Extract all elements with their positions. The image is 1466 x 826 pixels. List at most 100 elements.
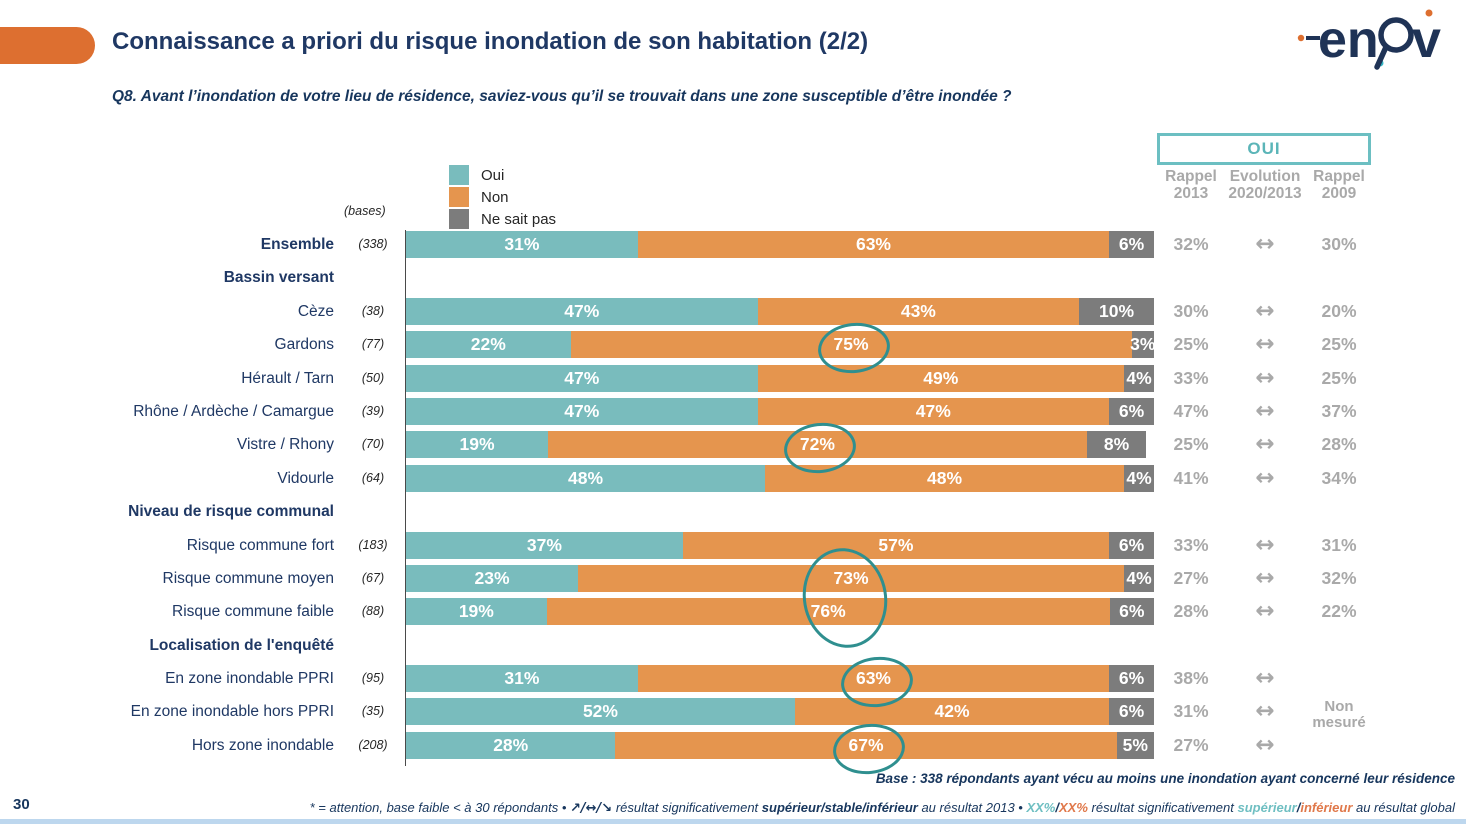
legend-item-nsp: Ne sait pas (449, 209, 556, 229)
row-base: (70) (361, 437, 385, 452)
row-base: (64) (361, 470, 385, 485)
column-header-line: 2013 (1173, 185, 1209, 202)
row-label: En zone inondable hors PPRI (130, 703, 334, 721)
bar-value-nsp: 6% (1118, 534, 1145, 555)
rappel-2013-value: 27% (1173, 567, 1209, 588)
evolution-arrow: ↔ (1255, 564, 1275, 591)
bar-segment-nsp: 4% (1124, 564, 1154, 592)
bar-value-nsp: 4% (1126, 567, 1152, 588)
bar-value-oui: 47% (564, 400, 600, 421)
chart-row: Risque commune faible (88) 19% 76% 6% 28% ↔ 22% (0, 595, 1466, 628)
bar-value-oui: 47% (564, 367, 600, 388)
bar-track: 47% 43% 10% (406, 297, 1154, 325)
bar-value-oui: 19% (459, 434, 495, 455)
bar-value-oui: 37% (526, 534, 562, 555)
evolution-arrow: ↔ (1255, 397, 1275, 424)
bar-segment-non: 67% (615, 731, 1117, 759)
evolution-arrow: ↔ (1255, 297, 1275, 324)
rappel-2013-value: 31% (1173, 701, 1209, 722)
row-label: Rhône / Ardèche / Camargue (133, 402, 334, 420)
bar-segment-nsp: 6% (1109, 598, 1154, 626)
chart-row: En zone inondable PPRI (95) 31% 63% 6% 38% ↔ (0, 662, 1466, 695)
rappel-2009-value: 31% (1321, 534, 1357, 555)
bar-value-oui: 19% (458, 601, 494, 622)
footnote-part: résultat significativement (1087, 800, 1238, 815)
bar-segment-non: 57% (682, 531, 1110, 559)
bar-value-non: 63% (855, 668, 891, 689)
evolution-arrow: ↔ (1255, 698, 1275, 725)
row-base: (39) (361, 403, 385, 418)
row-label: Bassin versant (223, 269, 334, 287)
magnifier-lens-icon (1378, 17, 1414, 53)
bar-segment-nsp: 3% (1130, 331, 1155, 359)
bar-segment-oui: 31% (406, 665, 638, 693)
bar-segment-non: 48% (765, 464, 1125, 492)
bar-value-oui: 31% (504, 234, 540, 254)
rappel-2009-value: 34% (1321, 467, 1357, 488)
bar-track: 19% 76% 6% (406, 598, 1154, 626)
bar-segment-oui: 47% (406, 397, 758, 425)
bar-segment-non: 49% (757, 364, 1125, 392)
legend-item-non: Non (449, 187, 556, 207)
footnote-part: au résultat global (1352, 800, 1455, 815)
evolution-arrow: ↔ (1255, 431, 1275, 458)
chart-row: Gardons (77) 22% 75% 3% 25% ↔ 25% (0, 328, 1466, 361)
rappel-2009-value: 25% (1321, 367, 1357, 388)
logo-orange-dot-top (1425, 9, 1433, 17)
bar-segment-oui: 19% (406, 431, 549, 459)
bar-value-nsp: 8% (1103, 434, 1130, 455)
footnote-part: au résultat 2013 • (917, 800, 1027, 815)
bar-segment-oui: 37% (406, 531, 683, 559)
bar-segment-non: 73% (578, 564, 1125, 592)
footnote-part: / (1296, 800, 1301, 815)
column-header-rappel-2009: Rappel 2009 (1302, 168, 1376, 202)
bar-track: 22% 75% 3% (406, 331, 1155, 359)
footnote-part: inférieur (1300, 800, 1353, 815)
bar-track: 31% 63% 6% (406, 665, 1154, 693)
chart-legend: Oui Non Ne sait pas (449, 165, 556, 231)
legend-label: Non (481, 188, 509, 206)
rappel-2009-value: 25% (1321, 334, 1357, 355)
chart-row: Rhône / Ardèche / Camargue (39) 47% 47% 6% 47… (0, 395, 1466, 428)
bar-value-oui: 22% (470, 334, 506, 355)
chart-header: OUI Rappel 2013 Evolution 2020/2013 Rapp… (0, 130, 1466, 231)
chart-row: Risque commune fort (183) 37% 57% 6% 33% ↔ 31% (0, 529, 1466, 562)
bar-track: 19% 72% 8% (406, 431, 1154, 459)
bar-value-nsp: 6% (1119, 601, 1145, 622)
chart-rows: Ensemble (338) 31% 63% 6% 32% ↔ 30% Bassin versa… (0, 228, 1466, 778)
logo-letter-v: v (1412, 11, 1441, 69)
logo-orange-dot-left (1297, 34, 1305, 42)
rappel-2013-value: 41% (1173, 467, 1209, 488)
column-header-evolution: Evolution 2020/2013 (1228, 168, 1302, 202)
bar-segment-nsp: 6% (1109, 231, 1154, 258)
evolution-arrow: ↔ (1255, 231, 1275, 257)
column-header-line: Rappel (1313, 168, 1365, 185)
rappel-2013-value: 30% (1173, 300, 1209, 321)
logo-letters-en: en (1318, 11, 1379, 69)
bar-value-nsp: 4% (1126, 367, 1152, 388)
enov-logo-graphic: en v (1297, 9, 1441, 70)
bar-value-non: 47% (915, 400, 951, 421)
rappel-2009-value: 20% (1321, 300, 1357, 321)
bar-segment-non: 72% (548, 431, 1087, 459)
rappel-2013-value: 25% (1173, 334, 1209, 355)
legend-swatch-nsp (449, 209, 469, 229)
rappel-2013-value: 47% (1173, 400, 1209, 421)
bar-segment-nsp: 6% (1109, 698, 1154, 726)
bar-segment-nsp: 6% (1109, 531, 1154, 559)
bar-segment-oui: 47% (406, 364, 758, 392)
bar-value-non: 57% (878, 534, 914, 555)
evolution-arrow: ↔ (1255, 364, 1275, 391)
row-label: Vistre / Rhony (236, 436, 334, 454)
rappel-2013-value: 38% (1173, 668, 1209, 689)
legend-label: Ne sait pas (481, 210, 557, 228)
title-accent-tab (0, 27, 95, 64)
base-note: Base : 338 répondants ayant vécu au moin… (875, 771, 1455, 786)
footnote-part: supérieur/stable/inférieur (761, 800, 918, 815)
chart-row: Cèze (38) 47% 43% 10% 30% ↔ 20% (0, 295, 1466, 328)
rappel-2009-value: 22% (1321, 601, 1357, 622)
bar-value-non: 48% (927, 467, 963, 488)
row-base: (208) (358, 737, 388, 752)
bar-segment-non: 63% (637, 665, 1110, 693)
legend-swatch-non (449, 187, 469, 207)
